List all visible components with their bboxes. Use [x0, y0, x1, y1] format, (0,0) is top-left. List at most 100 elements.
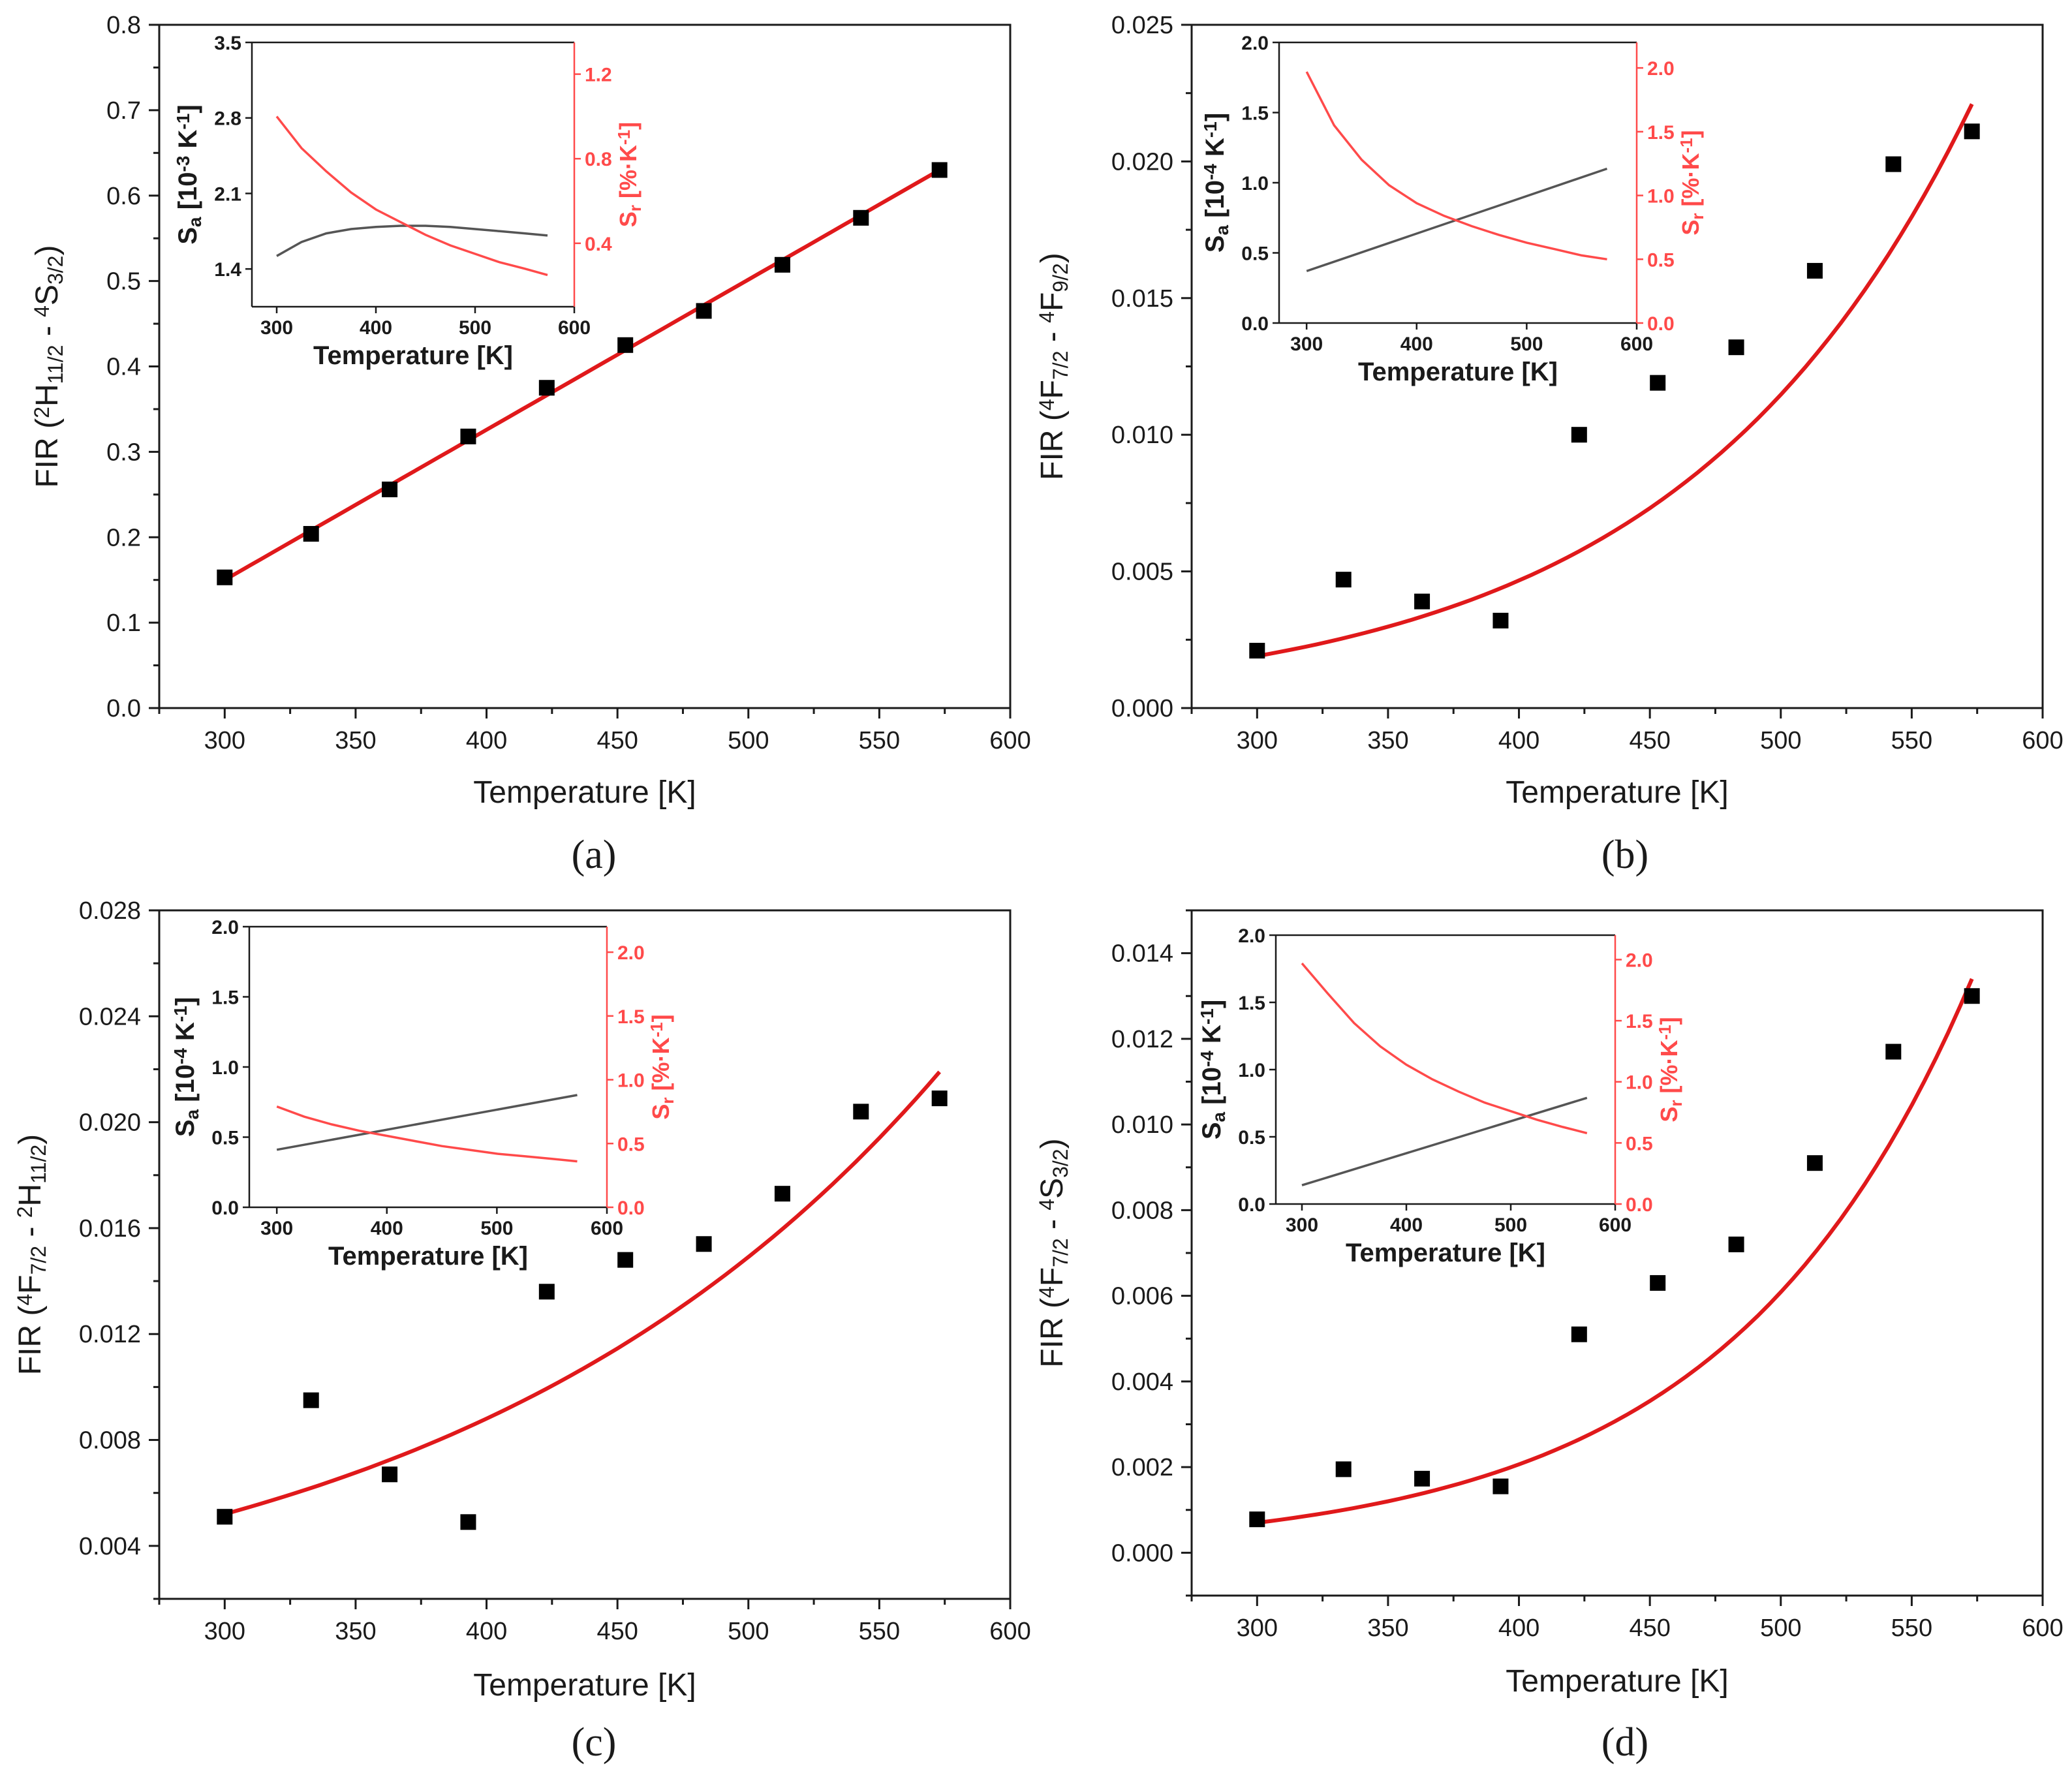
sr-curve — [1301, 962, 1588, 1135]
inset-y-tick-label: 2.8 — [214, 108, 241, 130]
data-point — [1885, 156, 1902, 172]
label-part: 3/2 — [44, 256, 67, 285]
x-tick-label: 550 — [1891, 727, 1932, 754]
label-part: ] — [615, 122, 642, 130]
label-part: ] — [171, 997, 200, 1006]
label-part: - — [1035, 1211, 1070, 1239]
sa-curve — [276, 1094, 578, 1151]
x-tick-label: 400 — [1498, 727, 1539, 754]
panel-c: 300 350 400 450 500 550 6000.0040.0080.0120.01… — [13, 897, 1031, 1765]
label-part: S — [171, 1119, 200, 1137]
y-tick-label: 0.015 — [1111, 285, 1173, 313]
panel-b: 300 350 400 450 500 550 6000.0000.0050.0100.01… — [1035, 12, 2064, 877]
label-part: 2 — [13, 1206, 37, 1218]
inset-x-tick-label: 600 — [1620, 333, 1653, 355]
x-tick-label: 350 — [1367, 1615, 1408, 1642]
inset-y-tick-label: 0.5 — [1241, 243, 1269, 265]
x-axis-title: Temperature [K] — [473, 775, 696, 810]
inset-y2-tick-label: 1.0 — [617, 1070, 645, 1092]
data-point — [696, 303, 712, 319]
inset-y2-tick-label: 0.5 — [1626, 1133, 1653, 1154]
inset-y2-tick-label: 2.0 — [617, 942, 645, 964]
inset-x-tick-label: 600 — [591, 1218, 623, 1239]
y-tick-label: 0.3 — [106, 439, 141, 466]
label-part: S — [1201, 235, 1229, 253]
label-part: S — [1198, 1122, 1226, 1139]
y-tick-label: 0.2 — [106, 524, 141, 551]
x-tick-label: 550 — [1891, 1615, 1932, 1642]
plot-frame — [1190, 23, 2044, 709]
fit-line — [224, 1070, 941, 1517]
inset-y2-tick-label: 0.5 — [1647, 249, 1675, 271]
data-point — [1806, 262, 1823, 279]
data-point — [1249, 643, 1265, 659]
data-point — [1571, 1326, 1587, 1342]
inset-y-tick-label: 0.5 — [211, 1128, 239, 1149]
y-tick-label: 0.020 — [1111, 148, 1173, 176]
inset-y2-tick-label: 0.4 — [585, 234, 612, 255]
inset-y2-tick-label: 1.2 — [585, 65, 612, 86]
label-part: S — [1656, 1107, 1682, 1122]
inset-y2-tick-label: 1.5 — [617, 1006, 645, 1028]
sr-curve — [1305, 71, 1607, 261]
y-tick-label: 0.7 — [106, 97, 141, 125]
label-part: F — [1035, 292, 1070, 311]
inset-x-tick-label: 500 — [459, 317, 491, 339]
inset-x-tick-label: 600 — [558, 317, 591, 339]
y-tick-label: 0.6 — [106, 183, 141, 210]
x-tick-label: 300 — [1237, 1615, 1278, 1642]
label-part: r — [625, 205, 645, 211]
inset-y-tick-label: 1.0 — [1238, 1060, 1265, 1081]
inset-y2-tick-label: 0.5 — [617, 1134, 645, 1155]
inset-y2-tick-label: 0.0 — [617, 1198, 645, 1219]
label-part: ] — [1677, 130, 1704, 138]
label-part: ] — [174, 104, 202, 113]
inset-y-tick-label: 0.5 — [1238, 1127, 1265, 1149]
label-part: -1 — [1200, 121, 1220, 138]
data-point — [931, 162, 948, 178]
inset: 300 400 500 6000.00.51.01.52.00.00.51.01.52… — [1200, 33, 1707, 386]
data-point — [1335, 572, 1352, 588]
inset-y-tick-label: 2.0 — [211, 917, 239, 938]
data-point — [617, 337, 634, 353]
label-part: S — [615, 211, 642, 227]
x-axis-title: Temperature [K] — [1506, 775, 1728, 810]
y-tick-label: 0.000 — [1111, 695, 1173, 722]
inset: 300 400 500 6000.00.51.01.52.00.00.51.01.52… — [1197, 925, 1686, 1267]
label-part: [10 — [1198, 1067, 1226, 1112]
fit-line — [1256, 103, 1974, 658]
inset-y2-axis-title: Sr [%·K-1] — [614, 122, 645, 227]
x-tick-label: 500 — [1760, 1615, 1801, 1642]
x-tick-label: 450 — [596, 1618, 638, 1645]
label-part: 4 — [13, 1294, 37, 1306]
inset-x-axis-title: Temperature [K] — [1358, 358, 1558, 386]
y-tick-label: 0.002 — [1111, 1454, 1173, 1481]
label-part: H — [13, 1184, 48, 1207]
data-point — [774, 1186, 790, 1202]
label-part: ) — [1035, 1138, 1070, 1149]
sa-curve — [1301, 1096, 1588, 1186]
label-part: S — [1677, 220, 1704, 236]
inset-x-tick-label: 300 — [260, 317, 293, 339]
inset-y-tick-label: 1.4 — [214, 259, 241, 281]
x-tick-label: 600 — [989, 727, 1030, 754]
label-part: -1 — [647, 1022, 666, 1037]
panel-a: 300 350 400 450 500 550 600 0.0 0.1 0.2 0.3 0.4 0.5 0… — [30, 12, 1031, 877]
label-part: 11/2 — [27, 1145, 50, 1184]
label-part: a — [1212, 224, 1232, 235]
inset-y2-tick-label: 1.0 — [1647, 186, 1675, 208]
label-part: ) — [1035, 253, 1070, 263]
label-part: -1 — [1197, 1008, 1217, 1025]
y-tick-label: 0.0 — [106, 695, 141, 722]
label-part: 4 — [30, 305, 54, 317]
sr-curve — [276, 1105, 578, 1163]
label-part: -1 — [1677, 138, 1696, 153]
inset-x-tick-label: 500 — [480, 1218, 513, 1239]
data-point — [1414, 1470, 1430, 1487]
inset-y2-tick-label: 2.0 — [1626, 950, 1653, 971]
label-part: 7/2 — [1049, 351, 1072, 380]
data-point — [460, 428, 476, 444]
y-axis-title: FIR (4F7/2 - 2H11/2) — [13, 1134, 50, 1375]
y-tick-label: 0.012 — [1111, 1026, 1173, 1053]
